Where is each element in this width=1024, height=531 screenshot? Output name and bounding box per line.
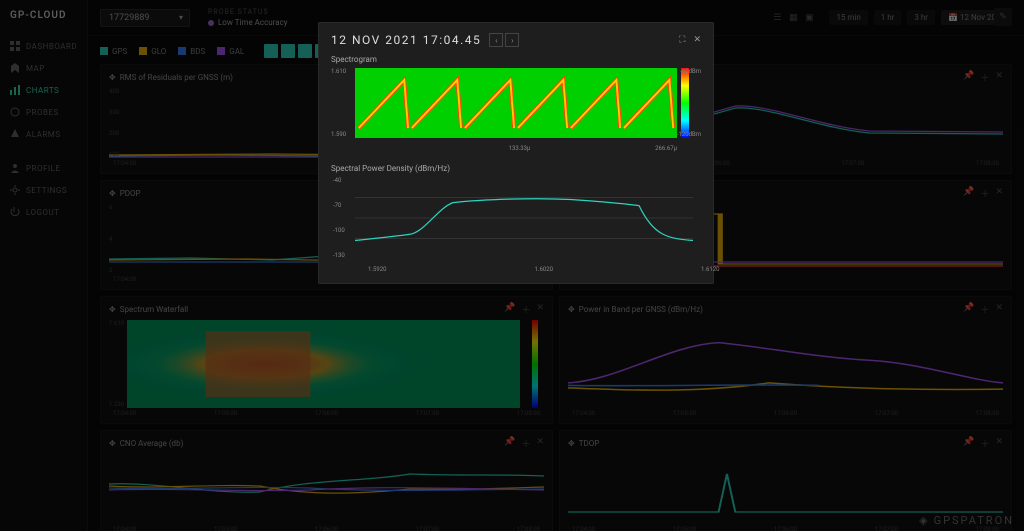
move-icon[interactable]: ✥ (568, 439, 575, 448)
legend-item[interactable]: GPS (100, 47, 127, 56)
probe-status-value: Low Time Accuracy (218, 18, 288, 27)
nav-label: CHARTS (26, 86, 59, 95)
view-mode-icons: ☰ ▦ ▣ (771, 12, 815, 24)
nav-settings[interactable]: SETTINGS (0, 179, 87, 201)
watermark: ◈ GPSPATRON (919, 514, 1014, 527)
brand-logo: GP-CLOUD (0, 10, 87, 35)
add-icon[interactable]: ＋ (980, 437, 989, 450)
close-icon[interactable]: ✕ (995, 71, 1003, 84)
close-icon[interactable]: ✕ (536, 437, 544, 450)
nav-label: MAP (26, 64, 45, 73)
nav-dashboard[interactable]: DASHBOARD (0, 35, 87, 57)
expand-icon[interactable]: ⛶ (679, 35, 685, 45)
prev-button[interactable]: ‹ (489, 33, 503, 47)
add-icon[interactable]: ＋ (521, 303, 530, 316)
move-icon[interactable]: ✥ (109, 189, 116, 198)
nav-map[interactable]: MAP (0, 57, 87, 79)
x-label: 266.67µ (655, 145, 677, 152)
sat-block[interactable] (281, 44, 295, 58)
pin-icon[interactable]: 📌 (504, 437, 515, 450)
panel-title: Spectrum Waterfall (120, 305, 188, 314)
view-large-icon[interactable]: ▣ (803, 12, 815, 24)
colorbar-label: -120dBm (677, 131, 701, 138)
panel-cno: ✥CNO Average (db)📌＋✕ 17:04:0017:05:0017:… (100, 430, 553, 531)
spd-label: Spectral Power Density (dBm/Hz) (331, 164, 701, 173)
spectrogram: 1.610 1.590 -60dBm -120dBm 133.33µ 266.6… (331, 68, 701, 152)
nav-label: DASHBOARD (26, 42, 77, 51)
legend-item[interactable]: GLO (139, 47, 166, 56)
nav-profile[interactable]: PROFILE (0, 157, 87, 179)
nav-label: ALARMS (26, 130, 60, 139)
panel-waterfall: ✥Spectrum Waterfall📌＋✕ 1.6101.230 17:04:… (100, 296, 553, 424)
edit-button[interactable]: ✎ (994, 8, 1012, 26)
next-button[interactable]: › (505, 33, 519, 47)
sat-block[interactable] (264, 44, 278, 58)
nav-label: SETTINGS (26, 186, 67, 195)
panel-powerband: ✥Power in Band per GNSS (dBm/Hz)📌＋✕ 17:0… (559, 296, 1012, 424)
nav-label: PROBES (26, 108, 59, 117)
view-grid-icon[interactable]: ▦ (787, 12, 799, 24)
detail-modal: 12 NOV 2021 17:04.45 ‹ › ⛶ ✕ Spectrogram… (318, 22, 714, 284)
spectrogram-label: Spectrogram (331, 55, 701, 64)
close-icon[interactable]: ✕ (693, 35, 701, 45)
panel-title: PDOP (120, 189, 141, 198)
nav-label: LOGOUT (26, 208, 59, 217)
panel-title: TDOP (579, 439, 600, 448)
sidebar: GP-CLOUD DASHBOARD MAP CHARTS PROBES ALA… (0, 0, 88, 531)
probe-selector[interactable]: 17729889 (100, 9, 190, 27)
nav-logout[interactable]: LOGOUT (0, 201, 87, 223)
legend-item[interactable]: GAL (217, 47, 244, 56)
close-icon[interactable]: ✕ (995, 437, 1003, 450)
close-icon[interactable]: ✕ (536, 303, 544, 316)
view-list-icon[interactable]: ☰ (771, 12, 783, 24)
x-label: 133.33µ (509, 145, 531, 152)
probe-status: PROBE STATUS Low Time Accuracy (208, 8, 288, 27)
pin-icon[interactable]: 📌 (963, 437, 974, 450)
time-range-3hr[interactable]: 3 hr (907, 10, 935, 25)
close-icon[interactable]: ✕ (995, 303, 1003, 316)
legend-item[interactable]: BDS (178, 47, 205, 56)
move-icon[interactable]: ✥ (568, 305, 575, 314)
colorbar-label: -60dBm (680, 68, 701, 75)
pin-icon[interactable]: 📌 (963, 71, 974, 84)
nav-probes[interactable]: PROBES (0, 101, 87, 123)
move-icon[interactable]: ✥ (109, 305, 116, 314)
add-icon[interactable]: ＋ (521, 437, 530, 450)
move-icon[interactable]: ✥ (109, 439, 116, 448)
y-label: 1.590 (331, 131, 346, 138)
probe-status-label: PROBE STATUS (208, 8, 288, 16)
time-range-15min[interactable]: 15 min (829, 10, 867, 25)
sat-block[interactable] (298, 44, 312, 58)
add-icon[interactable]: ＋ (980, 71, 989, 84)
move-icon[interactable]: ✥ (109, 73, 116, 82)
panel-title: Power in Band per GNSS (dBm/Hz) (579, 305, 703, 314)
close-icon[interactable]: ✕ (995, 187, 1003, 200)
panel-title: RMS of Residuals per GNSS (m) (120, 73, 233, 82)
add-icon[interactable]: ＋ (980, 303, 989, 316)
spd-chart: -40-70-100-130 1.59201.60201.6120 (331, 177, 701, 273)
nav-charts[interactable]: CHARTS (0, 79, 87, 101)
nav-label: PROFILE (26, 164, 60, 173)
pin-icon[interactable]: 📌 (963, 303, 974, 316)
pin-icon[interactable]: 📌 (504, 303, 515, 316)
add-icon[interactable]: ＋ (980, 187, 989, 200)
time-range-1hr[interactable]: 1 hr (874, 10, 902, 25)
y-label: 1.610 (331, 68, 346, 75)
status-dot (208, 20, 214, 26)
pin-icon[interactable]: 📌 (963, 187, 974, 200)
modal-title: 12 NOV 2021 17:04.45 (331, 33, 481, 47)
panel-title: CNO Average (db) (120, 439, 184, 448)
nav-alarms[interactable]: ALARMS (0, 123, 87, 145)
